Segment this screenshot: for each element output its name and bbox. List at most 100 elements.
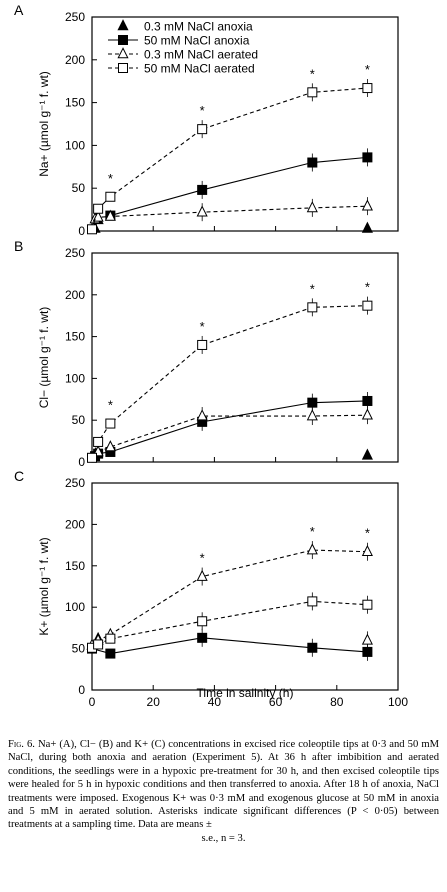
data-point [87,452,97,463]
data-point [307,87,318,98]
data-point [361,448,373,460]
data-point [117,19,129,31]
data-point [307,302,318,313]
data-point [87,224,97,235]
data-point [197,124,208,135]
series [105,148,373,221]
data-point [361,544,373,557]
y-tick-label: 250 [65,476,85,490]
series [89,213,373,233]
data-point [362,300,373,311]
series-line [91,637,368,655]
legend-label: 50 mM NaCl anoxia [144,34,250,48]
significance-asterisk: * [200,551,205,566]
significance-asterisk: * [310,524,315,539]
series [87,79,373,235]
panel-label: A [14,2,24,18]
caption-tail: s.e., n = 3. [201,832,246,844]
plot-frame [91,482,399,691]
legend-item: 50 mM NaCl aerated [108,62,255,76]
series-line [97,414,368,453]
panel-label: C [14,468,24,484]
x-axis-label: Time in salinity (h) [197,686,294,700]
y-axis-label: Na+ (µmol g⁻¹ f. wt) [37,71,51,177]
data-point [92,210,104,222]
data-point [306,201,318,213]
x-tick-label: 100 [388,695,408,709]
data-point [93,203,104,214]
x-tick-label: 40 [208,695,222,709]
series-line [91,87,368,230]
data-point [362,599,373,610]
x-tick-label: 20 [147,695,161,709]
y-tick-label: 150 [65,96,85,110]
data-point [362,395,373,406]
data-point [118,63,128,73]
data-point [105,648,116,659]
significance-asterisk: * [200,319,205,334]
plot-frame [91,252,399,463]
data-point [307,397,318,408]
data-point [361,633,373,645]
legend-item: 0.3 mM NaCl aerated [108,47,258,62]
y-tick-label: 150 [65,559,85,573]
data-point [197,184,208,195]
series [361,448,373,460]
significance-asterisk: * [365,280,370,295]
y-tick-label: 100 [65,138,85,152]
panel-c: C 0 50 100 150 200 250 0 20 40 60 80 100 K+ (µmol g⁻¹… [14,468,408,709]
data-point [105,191,116,202]
significance-asterisk: * [108,398,113,413]
x-tick-label: 0 [89,695,96,709]
significance-asterisk: * [108,171,113,186]
data-point [361,408,373,420]
series [86,541,373,650]
significance-asterisk: * [365,62,370,77]
data-point [197,339,208,350]
y-tick-label: 0 [78,455,85,469]
series [87,592,373,653]
panel-label: B [14,238,23,254]
data-point [93,639,104,650]
data-point [118,35,128,45]
data-point [105,633,116,644]
data-point [361,221,373,233]
legend-item: 50 mM NaCl anoxia [108,34,250,48]
legend-label: 50 mM NaCl aerated [144,62,255,76]
y-tick-label: 50 [72,642,86,656]
y-tick-label: 150 [65,330,85,344]
y-tick-label: 250 [65,10,85,24]
y-tick-label: 200 [65,53,85,67]
y-axis-label: Cl− (µmol g⁻¹ f. wt) [37,307,51,409]
data-point [105,418,116,429]
data-point [307,157,318,168]
y-tick-label: 200 [65,288,85,302]
series-line [91,549,368,646]
y-tick-label: 100 [65,600,85,614]
legend-label: 0.3 mM NaCl aerated [144,48,258,62]
series-line [91,305,368,459]
series [92,406,373,457]
series [87,296,373,463]
x-tick-label: 60 [269,695,283,709]
data-point [362,83,373,94]
data-point [306,543,318,555]
legend-item: 0.3 mM NaCl anoxia [117,19,253,34]
data-point [196,205,208,217]
data-point [307,642,318,653]
data-point [197,632,208,643]
series [87,628,373,661]
series [90,391,373,462]
series-line [94,400,368,457]
data-point [104,440,116,452]
legend-label: 0.3 mM NaCl anoxia [144,20,253,34]
caption-text: Na+ (A), Cl− (B) and K+ (C) concentratio… [8,739,439,831]
panel-b: B 0 50 100 150 200 250 Cl− (µmol g⁻¹ f. wt) * * * * [14,238,399,469]
series [89,197,373,224]
data-point [104,209,116,221]
data-point [93,436,104,447]
y-tick-label: 50 [72,181,86,195]
y-tick-label: 0 [78,683,85,697]
